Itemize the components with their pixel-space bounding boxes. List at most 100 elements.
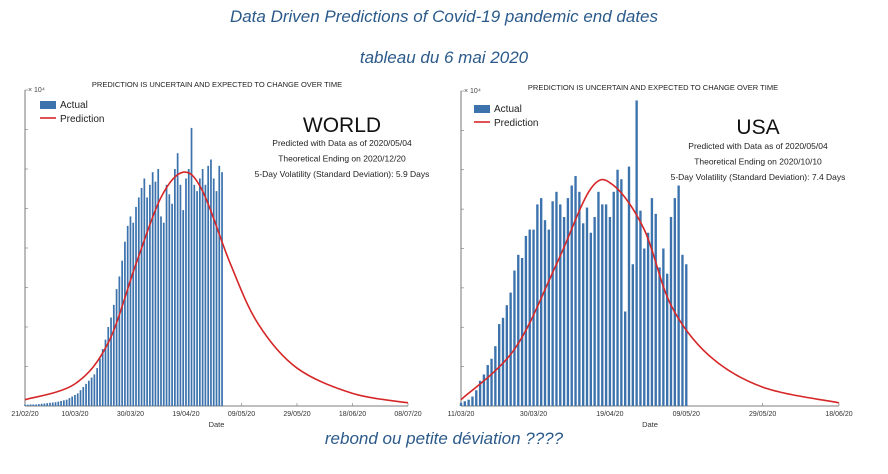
actual-bar (149, 184, 151, 406)
x-tick-label: 19/04/20 (172, 411, 199, 418)
actual-bar (517, 254, 520, 406)
actual-bar (207, 165, 210, 406)
region-title: USA (736, 116, 779, 139)
world-chart: × 10⁴ 21/02/20 10/03/20 30/03/20 19/04/20 09/… (11, 80, 430, 429)
actual-bar (218, 165, 221, 406)
actual-bar (107, 327, 110, 406)
actual-bar (604, 204, 608, 406)
actual-bar (29, 404, 32, 406)
actual-bar (497, 324, 501, 406)
actual-bar (658, 267, 661, 406)
actual-bar (190, 127, 193, 407)
actual-bar (509, 292, 512, 406)
actual-bar (157, 169, 160, 406)
actual-bar (143, 178, 146, 406)
actual-bar (40, 403, 43, 406)
actual-bar (93, 374, 96, 406)
actual-bar (154, 181, 157, 406)
actual-bar (62, 400, 65, 406)
x-tick-label: 18/06/20 (825, 411, 852, 418)
actual-bar (124, 241, 126, 406)
actual-bar (140, 187, 143, 406)
actual-bar (79, 390, 82, 406)
info-line: Predicted with Data as of 2020/05/04 (688, 141, 828, 151)
actual-bar (65, 399, 68, 406)
actual-bar (620, 179, 623, 406)
actual-bar (215, 191, 218, 406)
chart-banner: PREDICTION IS UNCERTAIN AND EXPECTED TO … (92, 80, 342, 89)
actual-bar (566, 198, 570, 406)
chart-panel-usa: × 10⁴ 11/03/20 30/03/20 19/04/20 09/05/20 29/… (444, 74, 888, 430)
actual-bar (151, 172, 154, 406)
x-tick-label: 30/03/20 (117, 411, 144, 418)
actual-bar (49, 402, 51, 406)
actual-bar (171, 203, 173, 406)
actual-bar (162, 222, 165, 406)
actual-bar (608, 217, 612, 406)
actual-bar (463, 401, 467, 406)
actual-bar (486, 365, 489, 406)
actual-bar (82, 387, 85, 406)
actual-bar (467, 399, 470, 406)
actual-bar (665, 273, 669, 406)
x-tick-label: 08/07/20 (394, 411, 421, 418)
page-subtitle: tableau du 6 mai 2020 (359, 48, 529, 67)
actual-bar (187, 169, 190, 406)
actual-bar (562, 217, 566, 406)
actual-bar (559, 204, 562, 406)
actual-bar (662, 248, 665, 406)
actual-bar (524, 235, 528, 406)
actual-bar (593, 217, 596, 406)
actual-bar (104, 339, 107, 406)
actual-bar (210, 159, 212, 406)
actual-bar (54, 402, 57, 406)
actual-bar (129, 216, 132, 406)
x-axis-label: Date (642, 420, 658, 429)
info-line: 5-Day Volatility (Standard Deviation): 5… (255, 169, 430, 179)
x-tick-label: 18/06/20 (339, 411, 366, 418)
actual-bar (87, 380, 90, 406)
legend-label-prediction: Prediction (494, 118, 538, 129)
actual-bar (471, 396, 474, 406)
actual-bar (673, 198, 677, 406)
chart-panel-world: × 10⁴ 21/02/20 10/03/20 30/03/20 19/04/20 09/… (0, 74, 430, 430)
actual-bar (76, 393, 79, 406)
actual-bar (581, 223, 585, 406)
actual-bar (570, 185, 573, 406)
actual-bar (585, 207, 589, 406)
actual-bar (26, 404, 29, 406)
actual-bar (677, 185, 680, 406)
legend-label-actual: Actual (60, 100, 88, 111)
actual-bar (646, 232, 650, 406)
actual-bar (520, 257, 524, 406)
region-title: WORLD (303, 114, 381, 137)
x-tick-label: 21/02/20 (11, 411, 38, 418)
chart-banner: PREDICTION IS UNCERTAIN AND EXPECTED TO … (528, 83, 778, 92)
actual-bar (204, 184, 207, 406)
actual-bar (532, 229, 535, 406)
actual-bar (90, 377, 93, 406)
actual-bar (51, 402, 54, 406)
actual-bar (631, 264, 635, 406)
actual-bar (196, 191, 198, 406)
legend: Actual Prediction (40, 100, 104, 125)
actual-bar (551, 201, 554, 406)
actual-bar (32, 404, 35, 406)
actual-bar (601, 204, 604, 406)
actual-bar (60, 400, 62, 406)
actual-bar (589, 232, 593, 406)
actual-bar (212, 178, 215, 406)
actual-bar (643, 248, 646, 406)
prediction-line (24, 171, 409, 404)
actual-bar (681, 254, 684, 406)
actual-bar (185, 178, 187, 406)
legend-swatch-actual (474, 105, 490, 113)
page-footer: rebond ou petite déviation ???? (324, 429, 564, 448)
actual-bar (654, 213, 657, 406)
actual-bar (126, 225, 129, 406)
actual-bar (46, 403, 49, 406)
x-tick-label: 29/05/20 (283, 411, 310, 418)
actual-bar (110, 317, 112, 406)
legend-swatch-actual (40, 101, 56, 109)
actual-bar (639, 210, 642, 406)
